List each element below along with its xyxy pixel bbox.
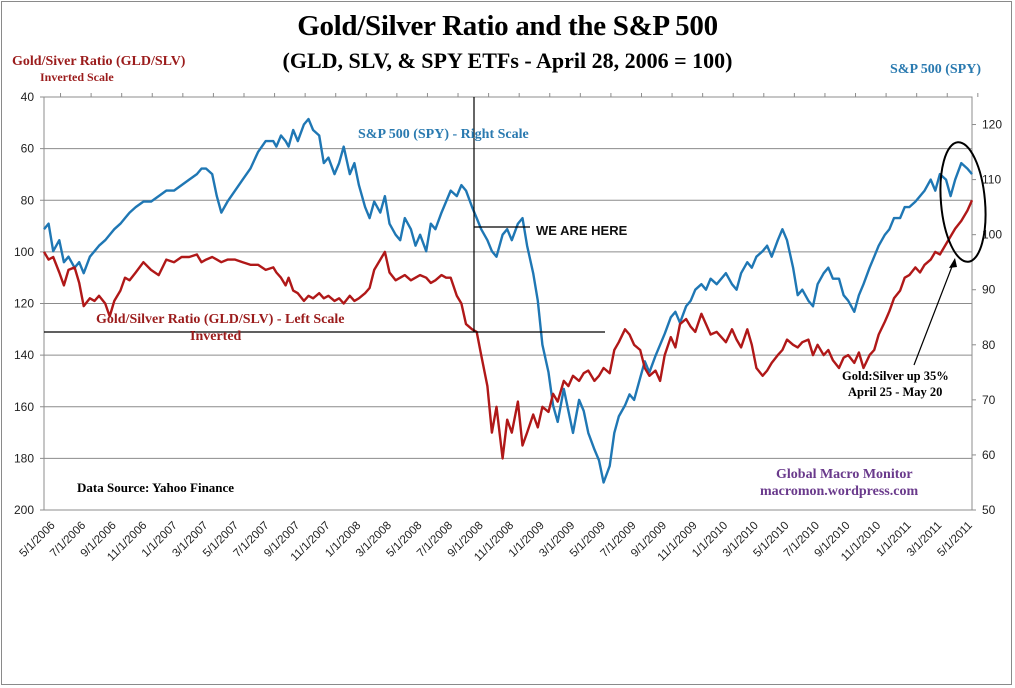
right-tick-label: 70: [982, 393, 996, 407]
left-axis: 40 60 80 100 120 140 160 180 200: [14, 90, 44, 517]
right-tick-label: 80: [982, 338, 996, 352]
right-tick-label: 110: [982, 173, 1001, 187]
callout-arrow-line: [913, 263, 954, 366]
spy-series-line: [43, 117, 973, 484]
gold-silver-ratio-series-line: [42, 199, 974, 460]
left-tick-label: 120: [14, 297, 34, 311]
chart-subtitle: (GLD, SLV, & SPY ETFs - April 28, 2006 =…: [282, 48, 733, 73]
callout-label-line1: Gold:Silver up 35%: [842, 369, 949, 383]
left-axis-subtitle: Inverted Scale: [40, 70, 114, 84]
left-tick-label: 160: [14, 400, 34, 414]
callout-arrowhead: [949, 258, 957, 268]
right-axis: 50 60 70 80 90 100 110 120: [972, 118, 1002, 517]
left-tick-label: 200: [14, 503, 34, 517]
right-tick-label: 60: [982, 448, 996, 462]
left-tick-label: 140: [14, 348, 34, 362]
gridlines: [43, 96, 973, 511]
credit-url: macromon.wordpress.com: [760, 484, 918, 499]
right-tick-label: 90: [982, 283, 996, 297]
data-source-label: Data Source: Yahoo Finance: [77, 480, 234, 495]
annotations: WE ARE HERE S&P 500 (SPY) - Right Scale …: [44, 97, 987, 499]
chart-title: Gold/Silver Ratio and the S&P 500: [297, 10, 718, 42]
left-tick-label: 180: [14, 451, 34, 465]
right-axis-title: S&P 500 (SPY): [890, 62, 981, 77]
left-tick-label: 40: [21, 90, 35, 104]
right-tick-label: 100: [982, 228, 1002, 242]
series-group: [42, 117, 974, 484]
right-tick-label: 50: [982, 503, 996, 517]
right-tick-label: 120: [982, 118, 1002, 132]
ratio-series-label: Gold/Silver Ratio (GLD/SLV) - Left Scale: [96, 312, 345, 327]
callout-label-line2: April 25 - May 20: [848, 385, 942, 399]
we-are-here-label: WE ARE HERE: [536, 223, 628, 238]
left-tick-label: 60: [21, 142, 35, 156]
left-tick-label: 100: [14, 245, 34, 259]
spy-series-label: S&P 500 (SPY) - Right Scale: [358, 127, 529, 142]
left-axis-title: Gold/Siver Ratio (GLD/SLV): [12, 54, 186, 69]
ratio-series-label-inverted: Inverted: [190, 329, 242, 344]
left-tick-label: 80: [21, 193, 35, 207]
credit-name: Global Macro Monitor: [776, 467, 913, 482]
callout-ellipse: [939, 141, 987, 263]
